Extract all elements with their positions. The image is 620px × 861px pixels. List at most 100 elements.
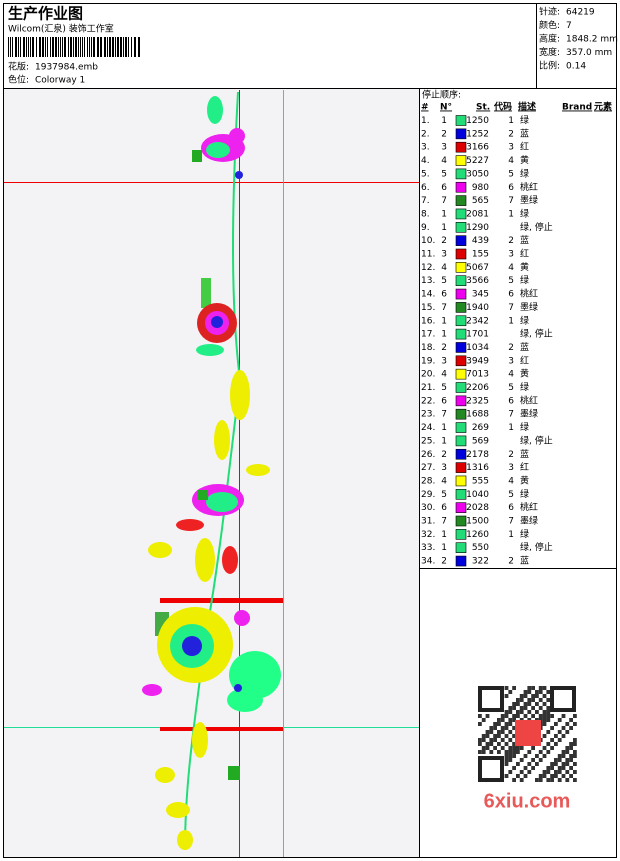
qr-module [565, 730, 570, 734]
qr-module [512, 686, 516, 690]
qr-module [535, 690, 539, 694]
qr-module [497, 734, 501, 738]
qr-module [550, 746, 554, 750]
design-label: 花版: [8, 61, 29, 73]
qr-module [538, 686, 543, 690]
qr-module [504, 754, 509, 758]
qr-module [535, 710, 539, 714]
description: 绿 [520, 207, 529, 219]
qr-module [561, 762, 566, 766]
needle: 7 [441, 410, 447, 420]
barcode-bar [100, 37, 102, 57]
barcode-bar [30, 37, 31, 57]
qr-module [535, 702, 539, 706]
qr-module [485, 742, 490, 746]
needle: 2 [441, 557, 447, 567]
qr-module [557, 766, 562, 770]
stitches: 565 [472, 196, 489, 206]
color-swatch [455, 448, 467, 460]
stitches: 1250 [466, 116, 489, 126]
barcode-bar [117, 37, 119, 57]
color-swatch [455, 542, 467, 554]
stitches: 569 [472, 436, 489, 446]
qr-module [504, 742, 509, 746]
color-swatch [455, 275, 467, 287]
qr-module [531, 686, 535, 690]
needle: 6 [441, 290, 447, 300]
qr-module [497, 730, 501, 734]
qr-module [542, 718, 547, 722]
leaf [228, 766, 240, 780]
qr-module [500, 730, 505, 734]
leaf [201, 278, 211, 308]
qr-module [493, 738, 497, 742]
qr-module [481, 734, 486, 738]
color-swatch [455, 382, 467, 393]
qr-module [508, 722, 513, 726]
leaf [214, 420, 230, 460]
qr-module [573, 722, 577, 726]
color-swatch [455, 342, 467, 353]
needle: 4 [441, 370, 447, 380]
barcode-bar [28, 37, 29, 57]
qr-module [565, 750, 570, 754]
description: 蓝 [520, 341, 529, 353]
stitches: 2028 [466, 503, 489, 513]
needle: 1 [441, 223, 447, 233]
qr-module [538, 774, 543, 778]
leaf [196, 344, 224, 356]
qr-module [527, 702, 532, 706]
qr-module [550, 778, 554, 782]
color-swatch [455, 168, 467, 180]
qr-module [527, 686, 532, 690]
qr-module [489, 738, 494, 742]
needle: 1 [441, 330, 447, 340]
stitches: 1940 [466, 303, 489, 313]
qr-module [557, 730, 562, 734]
qr-module [554, 742, 558, 746]
flower-center [182, 636, 202, 656]
column-header: 代码 [493, 101, 512, 113]
barcode-bar [104, 37, 106, 57]
row-number: 34. [421, 557, 435, 567]
needle: 1 [441, 316, 447, 326]
color-swatch [455, 515, 467, 527]
barcode-bar [23, 37, 25, 57]
leaf [177, 830, 193, 850]
qr-module [569, 718, 573, 722]
qr-module [542, 714, 547, 718]
qr-module [516, 710, 520, 714]
stitches: 345 [472, 290, 489, 300]
barcode-bar [82, 37, 83, 57]
qr-module [500, 726, 505, 730]
qr-module [527, 710, 532, 714]
color-swatch [455, 368, 467, 380]
flower [206, 492, 238, 512]
qr-module [557, 718, 562, 722]
needle: 7 [441, 196, 447, 206]
description: 绿, 停止 [520, 434, 553, 446]
row-number: 4. [421, 156, 430, 166]
code: 2 [508, 129, 514, 139]
qr-module [538, 758, 543, 762]
qr-module [554, 722, 558, 726]
qr-module [542, 754, 547, 758]
qr-module [519, 710, 524, 714]
qr-module [497, 742, 501, 746]
column-header: N° [440, 103, 452, 113]
stitches: 5067 [466, 263, 489, 273]
barcode-bar [62, 37, 63, 57]
qr-module [504, 750, 509, 754]
qr-module [542, 702, 547, 706]
color-swatch [455, 181, 467, 193]
qr-module [485, 734, 490, 738]
barcode-bar [97, 37, 99, 57]
qr-module [481, 738, 486, 742]
barcode-bar [134, 37, 136, 57]
qr-module [538, 690, 543, 694]
qr-module [481, 746, 486, 750]
row-number: 22. [421, 396, 435, 406]
qr-module [489, 730, 494, 734]
info-label: 颜色: [539, 19, 560, 31]
color-swatch [455, 462, 467, 473]
